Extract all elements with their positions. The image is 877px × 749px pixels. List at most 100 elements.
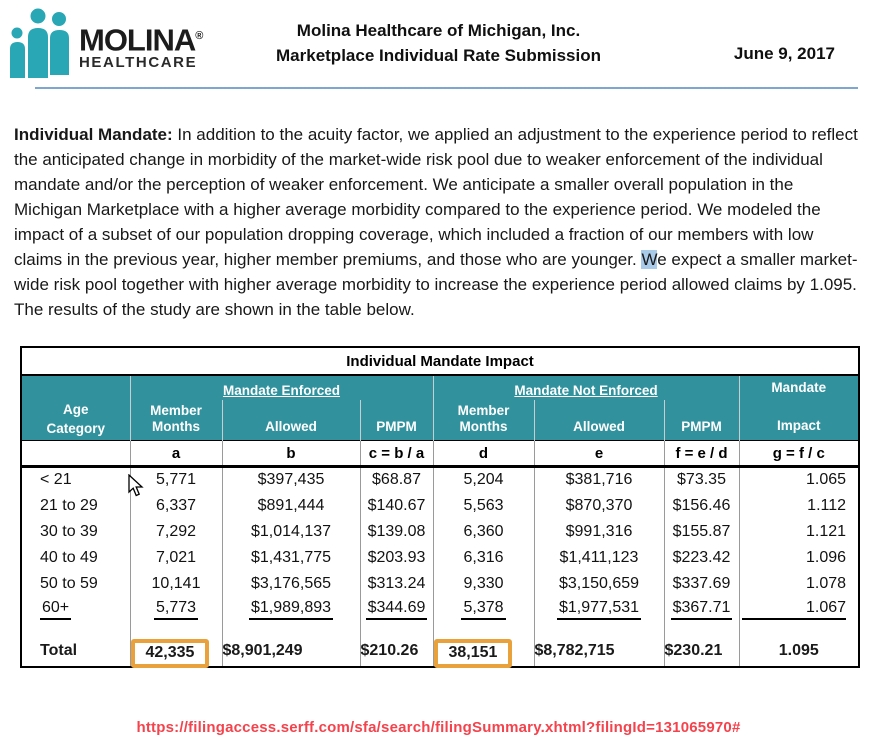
title-line-2: Marketplace Individual Rate Submission: [276, 46, 601, 65]
table-row-60-plus: 60+ 5,773 $1,989,893 $344.69 5,378 $1,97…: [21, 596, 860, 623]
member-months-not-enforced-cell: 6,316: [432, 544, 534, 571]
impact-cell: 1.112: [738, 492, 860, 519]
impact-cell: 1.078: [738, 570, 860, 597]
member-months-enforced-cell: 5,773: [129, 596, 222, 623]
title-line-1: Molina Healthcare of Michigan, Inc.: [296, 21, 581, 40]
letter-b: b: [221, 440, 360, 468]
pmpm-enforced-cell: $344.69: [359, 596, 433, 623]
allowed-not-enforced-cell: $1,977,531: [533, 596, 664, 623]
total-member-months-enforced: 42,335: [129, 635, 222, 668]
header-divider-line: [35, 87, 858, 89]
allowed-header-not-enforced: Allowed: [533, 400, 664, 441]
pmpm-not-enforced-cell: $155.87: [663, 518, 739, 545]
letter-blank: [21, 440, 130, 468]
highlight-box-enforced: 42,335: [130, 639, 210, 668]
document-header: MOLINA® HEALTHCARE Molina Healthcare of …: [0, 0, 877, 92]
logo-text: MOLINA® HEALTHCARE: [79, 6, 203, 72]
column-letters-row: a b c = b / a d e f = e / d g = f / c: [21, 440, 860, 468]
paragraph-text-after: e expect a smaller market-wide risk pool…: [14, 250, 858, 319]
table-row: 50 to 59 10,141 $3,176,565 $313.24 9,330…: [21, 570, 860, 597]
table-row: 30 to 39 7,292 $1,014,137 $139.08 6,360 …: [21, 518, 860, 545]
pmpm-header-enforced: PMPM: [359, 400, 434, 441]
impact-cell: 1.067: [738, 596, 860, 623]
member-months-not-enforced-cell: 5,378: [432, 596, 534, 623]
paragraph-lead-label: Individual Mandate:: [14, 125, 173, 144]
impact-cell: 1.121: [738, 518, 860, 545]
allowed-not-enforced-cell: $1,411,123: [533, 544, 664, 571]
letter-d: d: [432, 440, 534, 468]
pmpm-enforced-cell: $203.93: [359, 544, 433, 571]
molina-people-icon: [8, 6, 71, 80]
member-months-header-not-enforced: Member Months: [433, 400, 534, 441]
age-cell: < 21: [40, 471, 72, 489]
allowed-enforced-cell: $3,176,565: [221, 570, 360, 597]
mandate-enforced-group-header: Mandate Enforced: [130, 375, 434, 401]
individual-mandate-paragraph: Individual Mandate: In addition to the a…: [14, 122, 863, 322]
member-months-not-enforced-cell: 5,204: [432, 466, 534, 493]
allowed-enforced-cell: $1,989,893: [221, 596, 360, 623]
spacer-row: [21, 622, 860, 636]
age-cell: 40 to 49: [40, 548, 98, 566]
allowed-not-enforced-cell: $3,150,659: [533, 570, 664, 597]
pmpm-enforced-cell: $140.67: [359, 492, 433, 519]
member-months-enforced-cell: 7,292: [129, 518, 222, 545]
pmpm-enforced-cell: $139.08: [359, 518, 433, 545]
table-row: 21 to 29 6,337 $891,444 $140.67 5,563 $8…: [21, 492, 860, 519]
mandate-not-enforced-group-header: Mandate Not Enforced: [433, 375, 739, 401]
impact-cell: 1.096: [738, 544, 860, 571]
document-date: June 9, 2017: [733, 44, 835, 63]
letter-e: e: [533, 440, 664, 468]
letter-g: g = f / c: [738, 440, 860, 468]
age-cell: 60+: [21, 597, 130, 623]
letter-f: f = e / d: [663, 440, 739, 468]
member-months-header-enforced: Member Months: [130, 400, 222, 441]
table-row: < 21 5,771 $397,435 $68.87 5,204 $381,71…: [21, 466, 860, 493]
member-months-enforced-cell: 10,141: [129, 570, 222, 597]
member-months-enforced-cell: 6,337: [129, 492, 222, 519]
allowed-not-enforced-cell: $991,316: [533, 518, 664, 545]
pmpm-not-enforced-cell: $223.42: [663, 544, 739, 571]
table-group-header-row: Age Category Mandate Enforced Mandate No…: [21, 375, 860, 441]
filing-url-link[interactable]: https://filingaccess.serff.com/sfa/searc…: [136, 719, 741, 736]
table-title-row: Individual Mandate Impact: [21, 347, 860, 376]
pmpm-not-enforced-cell: $367.71: [663, 596, 739, 623]
total-allowed-enforced: $8,901,249: [221, 635, 360, 667]
total-impact: 1.095: [738, 635, 860, 667]
total-label: Total: [40, 641, 78, 659]
pmpm-enforced-cell: $313.24: [359, 570, 433, 597]
table-title: Individual Mandate Impact: [21, 347, 860, 376]
pmpm-not-enforced-cell: $156.46: [663, 492, 739, 519]
impact-cell: 1.065: [738, 466, 860, 493]
age-cell: 21 to 29: [40, 496, 98, 514]
molina-logo: MOLINA® HEALTHCARE: [8, 6, 203, 80]
mandate-impact-header: Mandate Impact: [738, 375, 860, 441]
letter-c: c = b / a: [359, 440, 433, 468]
mandate-impact-table-wrapper: Individual Mandate Impact Age Category M…: [20, 346, 861, 668]
total-pmpm-not-enforced: $230.21: [663, 635, 739, 667]
highlight-box-not-enforced: 38,151: [433, 639, 513, 668]
total-pmpm-enforced: $210.26: [359, 635, 433, 667]
allowed-enforced-cell: $1,014,137: [221, 518, 360, 545]
logo-subtitle: HEALTHCARE: [79, 54, 198, 72]
age-category-header: Age Category: [21, 375, 131, 441]
total-allowed-not-enforced: $8,782,715: [533, 635, 664, 667]
member-months-not-enforced-cell: 5,563: [432, 492, 534, 519]
allowed-enforced-cell: $891,444: [221, 492, 360, 519]
table-row: 40 to 49 7,021 $1,431,775 $203.93 6,316 …: [21, 544, 860, 571]
table-total-row: Total 42,335 $8,901,249 $210.26 38,151 $…: [21, 635, 860, 668]
age-cell: 50 to 59: [40, 574, 98, 592]
logo-wordmark: MOLINA®: [79, 22, 203, 58]
member-months-not-enforced-cell: 6,360: [432, 518, 534, 545]
age-cell: 30 to 39: [40, 522, 98, 540]
pmpm-header-not-enforced: PMPM: [663, 400, 739, 441]
registered-mark: ®: [195, 30, 203, 42]
allowed-enforced-cell: $397,435: [221, 466, 360, 493]
selected-text-highlight: W: [641, 250, 658, 269]
pmpm-not-enforced-cell: $337.69: [663, 570, 739, 597]
member-months-enforced-cell: 7,021: [129, 544, 222, 571]
allowed-header-enforced: Allowed: [221, 400, 360, 441]
total-member-months-not-enforced: 38,151: [432, 635, 534, 668]
table-column-header-row: Member Months Allowed PMPM Member Months…: [21, 400, 859, 441]
member-months-not-enforced-cell: 9,330: [432, 570, 534, 597]
mouse-cursor-icon: [128, 474, 144, 497]
